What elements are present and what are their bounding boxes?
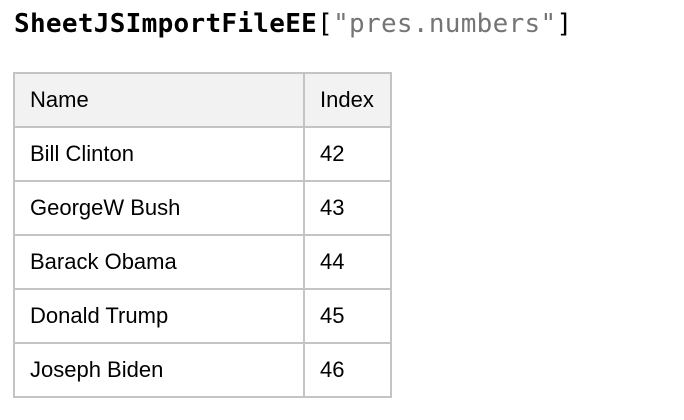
table-row: Joseph Biden 46 xyxy=(13,342,392,398)
cell-name: GeorgeW Bush xyxy=(13,180,305,236)
code-title: SheetJSImportFileEE["pres.numbers"] xyxy=(14,8,572,40)
table-row: GeorgeW Bush 43 xyxy=(13,180,392,236)
table-row: Barack Obama 44 xyxy=(13,234,392,290)
code-title-bracket-close: ] xyxy=(556,9,573,39)
table-row: Bill Clinton 42 xyxy=(13,126,392,182)
cell-index: 46 xyxy=(303,342,392,398)
presidents-table: Name Index Bill Clinton 42 GeorgeW Bush … xyxy=(13,72,392,398)
cell-name: Joseph Biden xyxy=(13,342,305,398)
cell-name: Barack Obama xyxy=(13,234,305,290)
cell-index: 42 xyxy=(303,126,392,182)
column-header-name: Name xyxy=(13,72,305,128)
cell-index: 43 xyxy=(303,180,392,236)
table-header-row: Name Index xyxy=(13,72,392,128)
cell-name: Bill Clinton xyxy=(13,126,305,182)
column-header-index: Index xyxy=(303,72,392,128)
cell-name: Donald Trump xyxy=(13,288,305,344)
cell-index: 45 xyxy=(303,288,392,344)
cell-index: 44 xyxy=(303,234,392,290)
table-row: Donald Trump 45 xyxy=(13,288,392,344)
code-title-variable: SheetJSImportFileEE xyxy=(14,9,318,39)
code-title-bracket-open: [ xyxy=(317,9,334,39)
table-body: Bill Clinton 42 GeorgeW Bush 43 Barack O… xyxy=(13,126,392,398)
code-title-string-literal: "pres.numbers" xyxy=(333,9,557,39)
table-header: Name Index xyxy=(13,72,392,128)
